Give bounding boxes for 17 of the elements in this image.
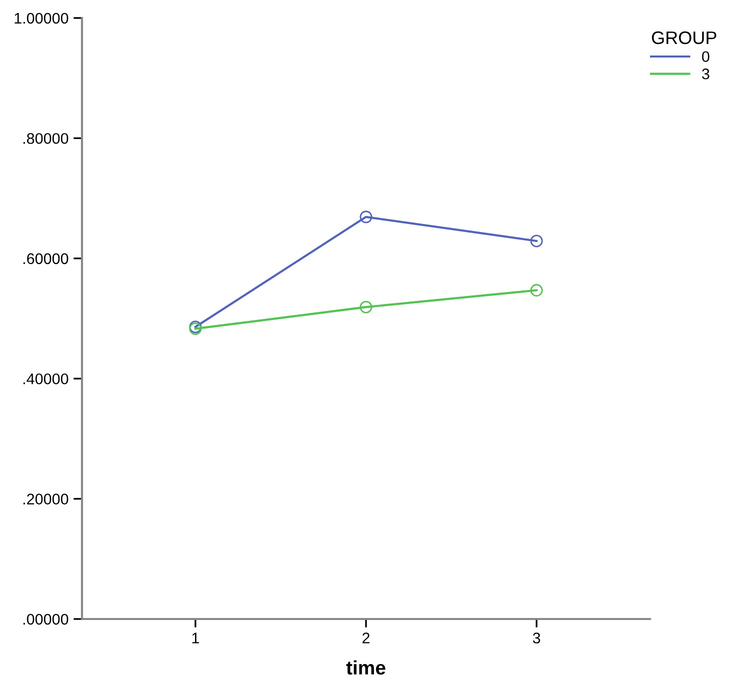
y-tick-label: .00000 (23, 614, 68, 625)
y-tick-label: .40000 (23, 373, 68, 384)
y-tick-label: .60000 (23, 253, 68, 264)
legend-label: 0 (702, 51, 710, 62)
y-tick-label: 1.00000 (14, 12, 68, 24)
point (360, 300, 372, 314)
y-tick-label: .20000 (23, 494, 68, 504)
x-tick-label: 3 (532, 632, 540, 644)
legend-label: 3 (702, 68, 710, 80)
point (530, 284, 543, 297)
y-tick-label: .80000 (23, 133, 68, 144)
point (360, 210, 372, 224)
x-axis-title: time (346, 660, 386, 675)
x-tick-label: 2 (362, 632, 370, 644)
legend-title: GROUP (652, 31, 716, 44)
x-tick-label: 1 (192, 632, 199, 644)
point (530, 234, 543, 248)
